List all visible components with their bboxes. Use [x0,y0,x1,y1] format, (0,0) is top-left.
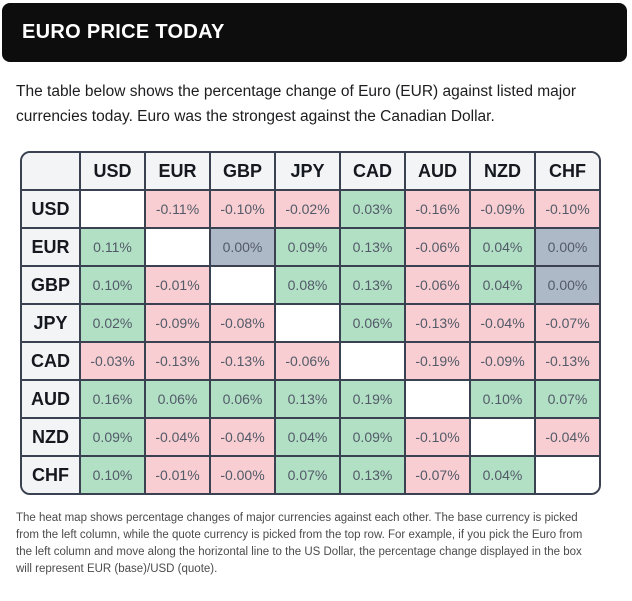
page-title: EURO PRICE TODAY [22,21,225,43]
cell-aud-nzd: 0.10% [469,379,534,417]
cell-nzd-jpy: 0.04% [274,417,339,455]
row-header-usd: USD [22,189,79,227]
cell-gbp-eur: -0.01% [144,265,209,303]
cell-jpy-nzd: -0.04% [469,303,534,341]
cell-nzd-nzd [469,417,534,455]
cell-usd-jpy: -0.02% [274,189,339,227]
cell-nzd-chf: -0.04% [534,417,599,455]
cell-eur-jpy: 0.09% [274,227,339,265]
cell-gbp-nzd: 0.04% [469,265,534,303]
cell-cad-gbp: -0.13% [209,341,274,379]
table-row-gbp: GBP 0.10% -0.01% 0.08% 0.13% -0.06% 0.04% 0.00% [22,265,599,303]
cell-nzd-eur: -0.04% [144,417,209,455]
cell-nzd-gbp: -0.04% [209,417,274,455]
cell-usd-nzd: -0.09% [469,189,534,227]
cell-eur-aud: -0.06% [404,227,469,265]
cell-jpy-cad: 0.06% [339,303,404,341]
cell-aud-usd: 0.16% [79,379,144,417]
row-header-aud: AUD [22,379,79,417]
col-header-nzd: NZD [469,153,534,189]
row-header-nzd: NZD [22,417,79,455]
table-row-chf: CHF 0.10% -0.01% -0.00% 0.07% 0.13% -0.07% 0.04… [22,455,599,493]
cell-chf-gbp: -0.00% [209,455,274,493]
cell-usd-chf: -0.10% [534,189,599,227]
cell-cad-jpy: -0.06% [274,341,339,379]
row-header-gbp: GBP [22,265,79,303]
cell-jpy-jpy [274,303,339,341]
cell-gbp-cad: 0.13% [339,265,404,303]
col-header-aud: AUD [404,153,469,189]
cell-aud-aud [404,379,469,417]
cell-aud-jpy: 0.13% [274,379,339,417]
table-row-usd: USD -0.11% -0.10% -0.02% 0.03% -0.16% -0.09% -0… [22,189,599,227]
cell-cad-eur: -0.13% [144,341,209,379]
cell-cad-aud: -0.19% [404,341,469,379]
cell-chf-cad: 0.13% [339,455,404,493]
col-header-gbp: GBP [209,153,274,189]
cell-cad-usd: -0.03% [79,341,144,379]
cell-nzd-cad: 0.09% [339,417,404,455]
cell-aud-eur: 0.06% [144,379,209,417]
cell-usd-eur: -0.11% [144,189,209,227]
cell-jpy-gbp: -0.08% [209,303,274,341]
cell-aud-gbp: 0.06% [209,379,274,417]
cell-eur-usd: 0.11% [79,227,144,265]
cell-nzd-aud: -0.10% [404,417,469,455]
heatmap-header-row: USD EUR GBP JPY CAD AUD NZD CHF [22,153,599,189]
col-header-jpy: JPY [274,153,339,189]
col-header-cad: CAD [339,153,404,189]
cell-jpy-aud: -0.13% [404,303,469,341]
cell-gbp-chf: 0.00% [534,265,599,303]
cell-eur-chf: 0.00% [534,227,599,265]
cell-gbp-jpy: 0.08% [274,265,339,303]
col-header-chf: CHF [534,153,599,189]
cell-chf-usd: 0.10% [79,455,144,493]
corner-cell [22,153,79,189]
cell-usd-aud: -0.16% [404,189,469,227]
cell-cad-chf: -0.13% [534,341,599,379]
table-row-aud: AUD 0.16% 0.06% 0.06% 0.13% 0.19% 0.10% 0.07% [22,379,599,417]
cell-cad-nzd: -0.09% [469,341,534,379]
cell-eur-cad: 0.13% [339,227,404,265]
cell-chf-aud: -0.07% [404,455,469,493]
cell-gbp-gbp [209,265,274,303]
cell-jpy-eur: -0.09% [144,303,209,341]
cell-cad-cad [339,341,404,379]
cell-jpy-chf: -0.07% [534,303,599,341]
cell-eur-gbp: 0.00% [209,227,274,265]
row-header-cad: CAD [22,341,79,379]
table-row-jpy: JPY 0.02% -0.09% -0.08% 0.06% -0.13% -0.04% -0.… [22,303,599,341]
cell-gbp-aud: -0.06% [404,265,469,303]
intro-text: The table below shows the percentage cha… [16,83,577,125]
table-row-nzd: NZD 0.09% -0.04% -0.04% 0.04% 0.09% -0.10% -0.0… [22,417,599,455]
cell-chf-eur: -0.01% [144,455,209,493]
cell-aud-cad: 0.19% [339,379,404,417]
cell-jpy-usd: 0.02% [79,303,144,341]
row-header-chf: CHF [22,455,79,493]
row-header-eur: EUR [22,227,79,265]
cell-chf-nzd: 0.04% [469,455,534,493]
cell-nzd-usd: 0.09% [79,417,144,455]
euro-price-widget: EURO PRICE TODAY The table below shows t… [0,3,632,578]
widget-title-bar: EURO PRICE TODAY [2,3,627,62]
cell-chf-chf [534,455,599,493]
cell-usd-usd [79,189,144,227]
currency-heatmap-table: USD EUR GBP JPY CAD AUD NZD CHF USD -0.11% -0.10%… [20,151,601,495]
cell-chf-jpy: 0.07% [274,455,339,493]
footnote-text: The heat map shows percentage changes of… [16,512,583,575]
cell-usd-cad: 0.03% [339,189,404,227]
col-header-eur: EUR [144,153,209,189]
cell-usd-gbp: -0.10% [209,189,274,227]
cell-gbp-usd: 0.10% [79,265,144,303]
table-row-cad: CAD -0.03% -0.13% -0.13% -0.06% -0.19% -0.09% -… [22,341,599,379]
col-header-usd: USD [79,153,144,189]
row-header-jpy: JPY [22,303,79,341]
table-row-eur: EUR 0.11% 0.00% 0.09% 0.13% -0.06% 0.04% 0.00% [22,227,599,265]
cell-eur-nzd: 0.04% [469,227,534,265]
cell-aud-chf: 0.07% [534,379,599,417]
cell-eur-eur [144,227,209,265]
